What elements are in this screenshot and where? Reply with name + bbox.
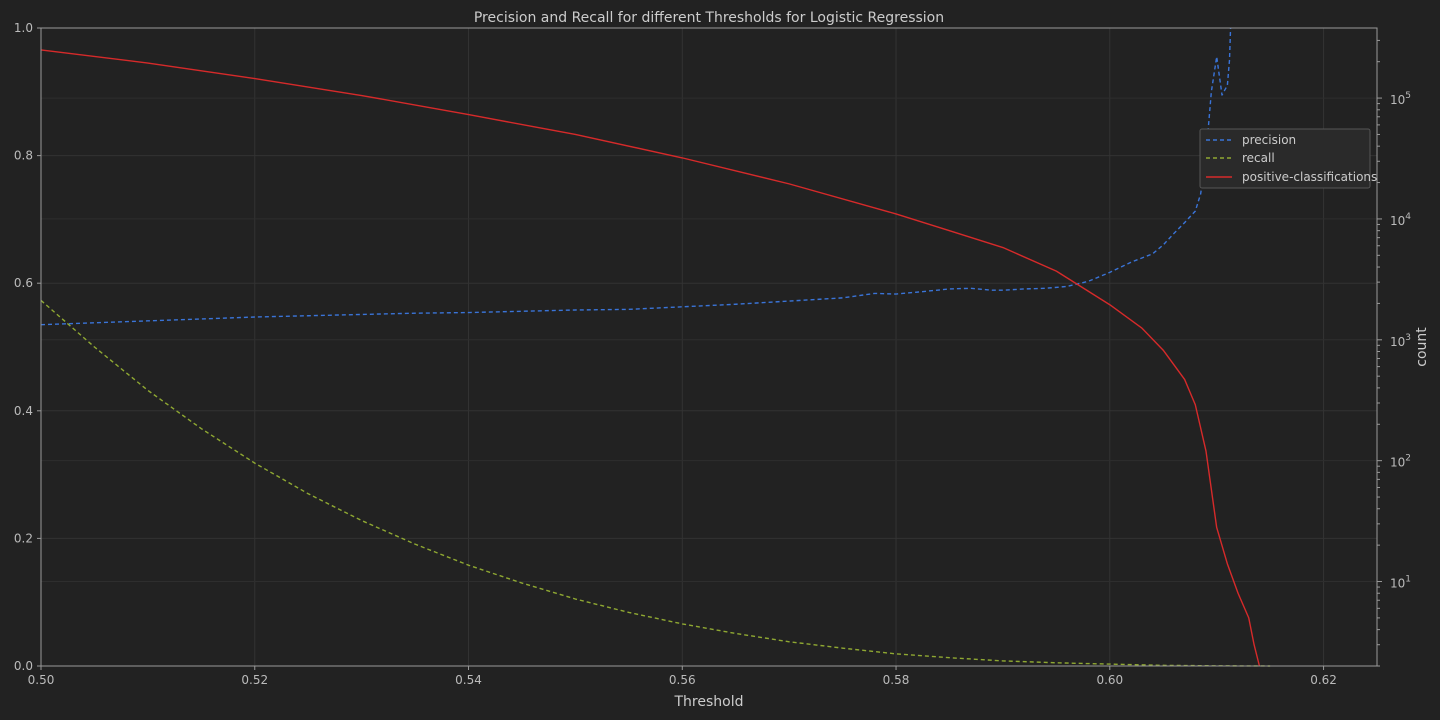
y-tick-label: 0.4: [14, 404, 33, 418]
y2-axis-title: count: [1414, 327, 1430, 367]
plot-frame: [40, 27, 1378, 667]
x-tick-label: 0.54: [455, 673, 482, 687]
legend-positive-classifications-label: positive-classifications: [1242, 170, 1377, 184]
x-tick-label: 0.50: [28, 673, 55, 687]
legend-precision-label: precision: [1242, 133, 1296, 147]
x-axis-ticks: 0.50 0.52 0.54 0.56 0.58 0.60 0.62: [28, 666, 1337, 687]
y-tick-label: 0.6: [14, 276, 33, 290]
positive-classifications-series-line: [40, 49, 1261, 667]
chart-title: Precision and Recall for different Thres…: [474, 10, 944, 26]
recall-series-line: [40, 299, 1271, 667]
legend-box: [1199, 128, 1371, 189]
x-tick-label: 0.56: [669, 673, 696, 687]
y-tick-label: 1.0: [14, 21, 33, 35]
x-tick-label: 0.60: [1096, 673, 1123, 687]
plot-area: [41, 28, 1377, 666]
x-tick-label: 0.62: [1310, 673, 1337, 687]
x-tick-label: 0.58: [883, 673, 910, 687]
x-axis-title: Threshold: [674, 694, 744, 710]
y-tick-label: 0.0: [14, 659, 33, 673]
y-tick-label: 0.2: [14, 531, 33, 545]
legend-recall-label: recall: [1242, 151, 1275, 165]
y-axis-ticks: 0.0 0.2 0.4 0.6 0.8 1.0: [14, 21, 41, 673]
x-tick-label: 0.52: [241, 673, 268, 687]
legend: precision recall positive-classification…: [1199, 128, 1377, 189]
y-tick-label: 0.8: [14, 149, 33, 163]
